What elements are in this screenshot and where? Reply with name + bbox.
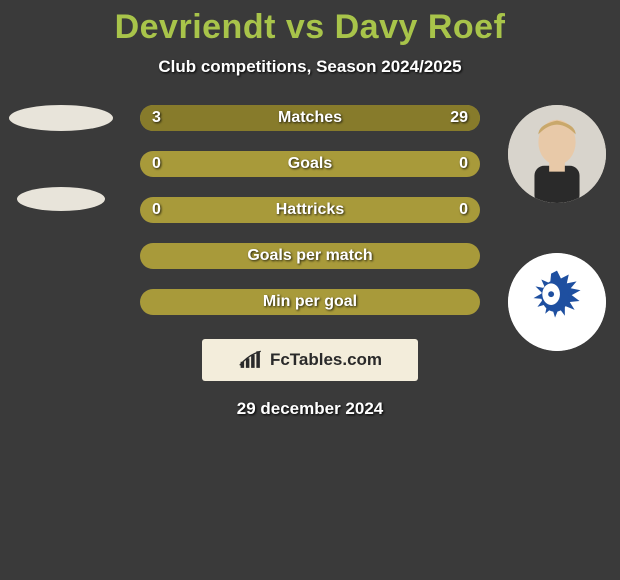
bars-chart-icon xyxy=(238,349,266,371)
stat-value-left: 0 xyxy=(152,197,161,223)
comparison-content: Matches329Goals00Hattricks00Goals per ma… xyxy=(0,105,620,315)
date-stamp: 29 december 2024 xyxy=(0,399,620,419)
left-team-logo xyxy=(17,187,105,211)
fctables-logo: FcTables.com xyxy=(202,339,418,381)
stat-value-right: 0 xyxy=(459,151,468,177)
page-title: Devriendt vs Davy Roef xyxy=(0,0,620,47)
stat-bar: Goals0 0 xyxy=(140,151,480,177)
logo-text: FcTables.com xyxy=(270,350,382,370)
subtitle: Club competitions, Season 2024/2025 xyxy=(0,57,620,77)
stat-value-right: 0 xyxy=(459,197,468,223)
stat-bar: Goals per match xyxy=(140,243,480,269)
right-player-avatar xyxy=(508,105,606,203)
stat-label: Hattricks xyxy=(140,197,480,223)
stat-label: Min per goal xyxy=(140,289,480,315)
stat-label: Goals xyxy=(140,151,480,177)
stat-bar: Hattricks0 0 xyxy=(140,197,480,223)
stat-bar: Matches3 29 xyxy=(140,105,480,131)
stat-value-right: 29 xyxy=(450,105,468,131)
team-crest-icon xyxy=(508,253,606,351)
left-avatar-column xyxy=(6,105,116,211)
player-photo-icon xyxy=(508,105,606,203)
right-team-logo xyxy=(508,253,606,351)
stat-value-left: 0 xyxy=(152,151,161,177)
stat-label: Matches xyxy=(140,105,480,131)
stat-label: Goals per match xyxy=(140,243,480,269)
right-avatar-column xyxy=(502,105,612,351)
left-player-avatar xyxy=(9,105,113,131)
stat-value-left: 3 xyxy=(152,105,161,131)
stat-bars: Matches329Goals00Hattricks00Goals per ma… xyxy=(140,105,480,315)
stat-bar: Min per goal xyxy=(140,289,480,315)
